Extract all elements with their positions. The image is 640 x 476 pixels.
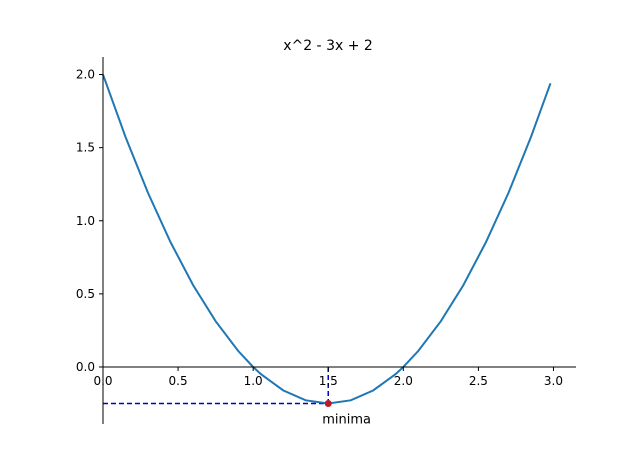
x-tick-label: 3.0	[544, 374, 563, 388]
y-tick-label: 0.0	[76, 360, 95, 374]
x-ticks: 0.0 0.5 1.0 1.5 2.0 2.5 3.0	[93, 366, 563, 388]
x-tick-label: 0.5	[169, 374, 188, 388]
minima-label: minima	[322, 413, 371, 428]
minima-guides	[103, 366, 329, 405]
y-tick-label: 1.0	[76, 214, 95, 228]
chart-title: x^2 - 3x + 2	[283, 38, 373, 54]
x-tick-label: 0.0	[93, 374, 112, 388]
x-tick-label: 1.0	[244, 374, 263, 388]
y-tick-label: 0.5	[76, 287, 95, 301]
y-tick-label: 2.0	[76, 68, 95, 82]
axes	[102, 57, 576, 424]
x-tick-label: 2.0	[394, 374, 413, 388]
y-tick-label: 1.5	[76, 141, 95, 155]
x-tick-label: 2.5	[469, 374, 488, 388]
annotations: minima	[322, 400, 371, 428]
x-tick-label: 1.5	[319, 374, 338, 388]
y-ticks: 0.0 0.5 1.0 1.5 2.0	[76, 68, 103, 374]
series-line	[102, 74, 552, 405]
minima-point	[324, 400, 332, 408]
